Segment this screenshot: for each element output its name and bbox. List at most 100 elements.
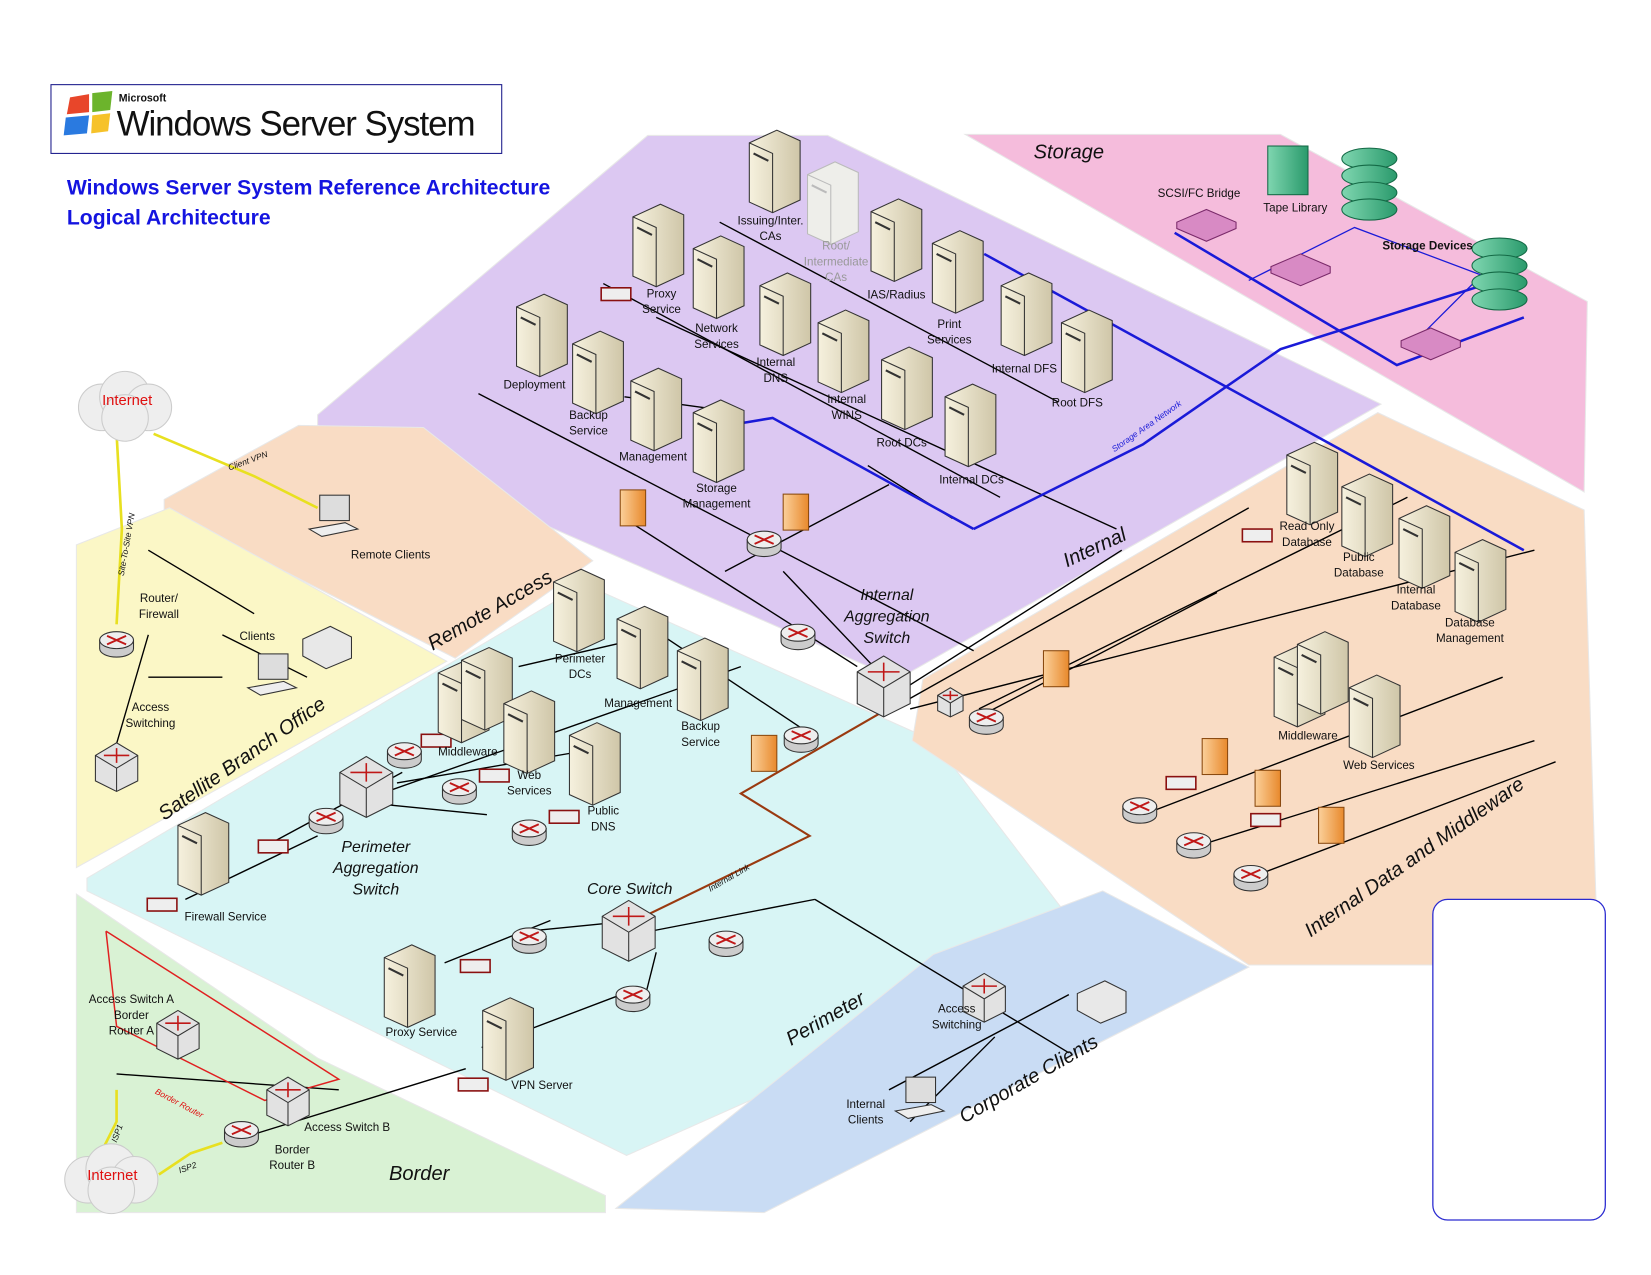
node-label: Access Switching [126,701,176,730]
node-label: Storage Devices [1382,240,1472,253]
connection-line [147,549,255,615]
node-label: Internal DFS [992,362,1058,375]
router-arrows [519,931,540,942]
node [692,399,745,484]
server-slot [181,834,198,845]
server-slot [634,390,651,400]
node [568,722,621,806]
node-label: Public DNS [587,805,619,834]
server-icon [1286,441,1339,526]
load-balancer-icon [146,897,178,912]
san-line [973,284,1482,531]
node [1398,505,1451,589]
pc-keyboard [246,680,299,696]
server-front [616,618,641,689]
node-label: Backup Service [681,720,720,749]
server-front [384,957,409,1028]
product: Windows Server System [117,104,475,143]
switch-edge [601,915,656,962]
node [246,625,353,696]
node [1000,272,1053,357]
zones [75,133,1599,1214]
vpn-link [153,432,319,510]
node [1348,674,1401,759]
switch-arrows [867,662,900,682]
connection-line [624,517,858,668]
server-icon [944,383,997,468]
router-arrows [1240,868,1261,880]
node-label: Database Management [1436,616,1505,645]
node-label: Internal Aggregation Switch [843,587,930,647]
switch-edge [156,1022,200,1060]
node-label: Core Switch [587,881,673,898]
windows-flag [63,90,113,136]
connection-line [650,898,816,932]
server-icon [806,161,859,246]
switch-arrows [971,978,997,994]
storage-icon [1471,288,1528,311]
node-label: Read Only Database [1279,520,1334,549]
node [266,1076,310,1127]
server-icon [482,997,534,1081]
server-icon [568,722,621,806]
node [503,690,556,775]
load-balancer-icon [420,733,452,748]
server-front [553,581,578,652]
san-line [740,416,975,531]
node-label: Middleware [438,745,497,758]
node-label: Print Services [927,318,972,347]
server-slot [557,591,574,601]
switch-arrows [942,690,958,700]
connection-line [381,803,487,816]
node [77,370,173,442]
server-slot [520,316,537,326]
load-balancer-icon [257,839,289,854]
node-label: IAS/Radius [867,288,925,301]
server-icon [630,367,683,452]
node-label: Network Services [694,322,739,351]
node [806,161,859,246]
node [482,997,534,1081]
router-arrows [1183,836,1204,847]
server-slot [811,184,828,194]
server-front [944,396,969,467]
node-label: Middleware [1278,730,1337,743]
server-icon [1454,539,1507,623]
printer-icon [1076,980,1127,1024]
server-front [1286,454,1311,525]
server-front [1454,551,1479,623]
server-slot [388,967,404,977]
server-slot [696,422,713,432]
router-arrows [394,746,415,757]
node [692,235,745,320]
node-label: Internet [87,1168,137,1184]
router-arrows [519,823,540,834]
fibre-switch-icon [1400,327,1461,361]
server-front [1341,486,1366,557]
node [64,1143,159,1215]
server-slot [1458,561,1475,572]
header: Microsoft Windows Server System Windows … [50,84,551,229]
server-front [693,412,718,483]
server-front [1349,687,1374,758]
server-front [759,285,784,356]
server-icon [177,812,230,896]
router-arrows [1129,801,1150,812]
node-label: Access Switch B [304,1121,390,1134]
node-label: Router/Firewall [139,592,179,621]
firewall-icon [750,734,778,772]
server-slot [486,1020,503,1030]
server-front [932,242,957,314]
server-slot [1065,332,1081,342]
node-label: Internal DNS [756,356,795,385]
brand: Microsoft [119,93,167,105]
wires [99,221,1556,1176]
server-front [1000,285,1025,356]
node-label: Issuing/Inter. CAs [738,214,804,243]
firewall-icon [1254,769,1282,807]
server-icon [1060,309,1113,394]
node-label: Root/Intermediate CAs [804,240,869,284]
router-arrows [791,730,812,741]
